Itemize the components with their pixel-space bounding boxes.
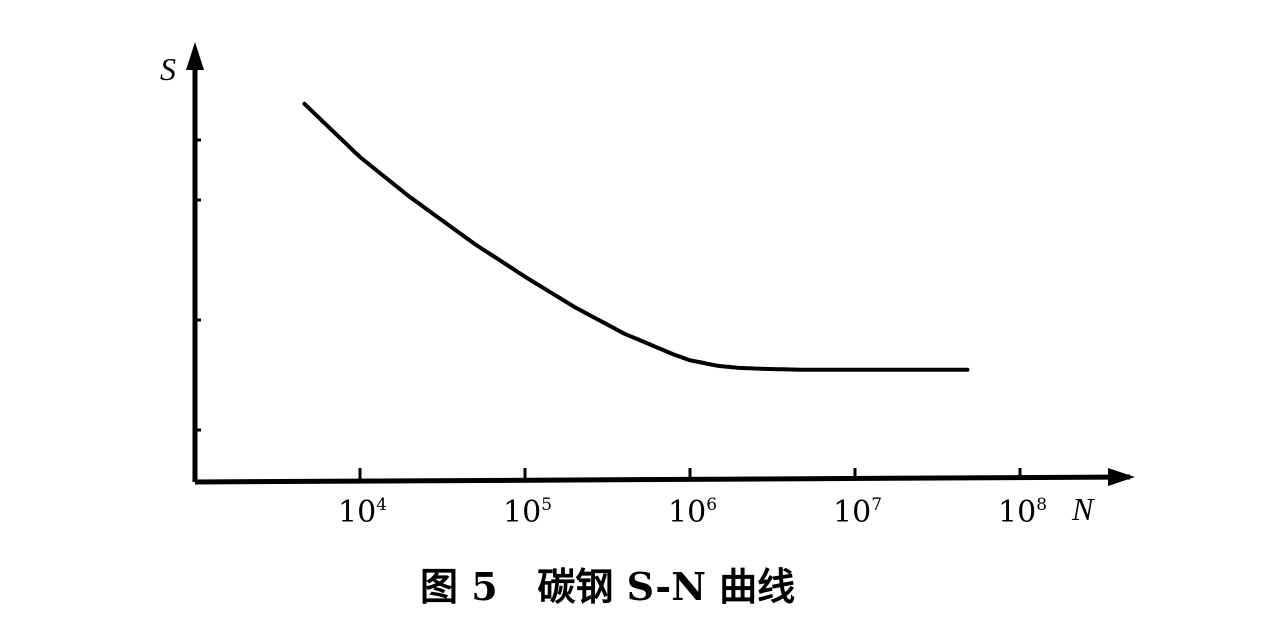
x-axis (194, 474, 1131, 485)
x-axis-ticks: 104 105 106 107 108 (195, 138, 1047, 530)
y-axis-label: S (160, 51, 176, 87)
x-tick-label: 106 (668, 495, 717, 530)
x-axis-label: N (1071, 491, 1095, 527)
figure-caption: 图 5 碳钢 S-N 曲线 (420, 564, 795, 609)
sn-curve-line (302, 101, 970, 372)
x-axis-arrow (1108, 468, 1135, 486)
x-tick-label: 104 (338, 495, 387, 530)
x-tick-label: 107 (833, 495, 882, 530)
x-tick-label: 108 (998, 495, 1047, 530)
x-tick-label: 105 (503, 495, 552, 530)
y-axis-arrow (186, 42, 204, 70)
